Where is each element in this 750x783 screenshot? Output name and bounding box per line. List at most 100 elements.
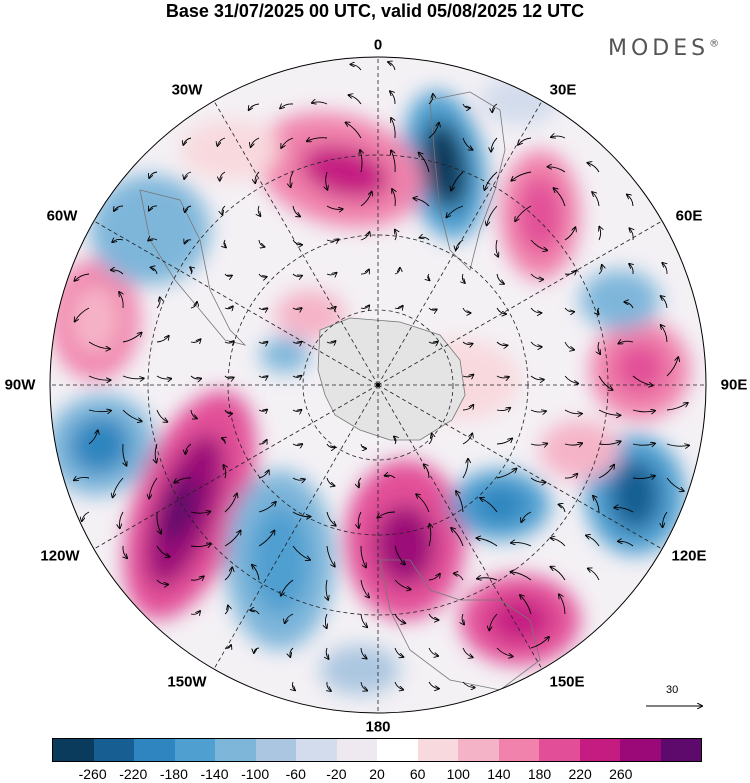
wind-arrow — [185, 205, 192, 212]
wind-arrow — [149, 171, 158, 178]
wind-arrow — [394, 579, 411, 589]
wind-arrow — [394, 613, 405, 623]
wind-arrow — [428, 647, 438, 656]
graticule — [50, 57, 706, 713]
wind-arrow — [183, 137, 192, 145]
wind-arrow — [551, 136, 566, 138]
wind-arrow — [530, 239, 547, 250]
antarctica — [317, 317, 466, 441]
wind-arrow — [120, 511, 124, 528]
wind-arrow — [618, 341, 634, 343]
wind-arrow — [258, 342, 268, 344]
wind-arrow — [515, 205, 532, 221]
colorbar-swatch — [377, 739, 418, 761]
wind-arrow — [224, 306, 233, 308]
wind-arrow — [391, 118, 396, 139]
wind-arrow — [149, 477, 158, 499]
wind-arrow — [224, 273, 232, 276]
wind-arrow — [496, 375, 509, 378]
wind-arrow — [258, 440, 267, 444]
wind-arrow — [156, 579, 168, 584]
wind-arrow — [326, 545, 335, 567]
wind-arrow — [559, 504, 566, 513]
wind-arrow — [74, 477, 90, 480]
anomaly-contour — [435, 141, 461, 189]
wind-arrow — [292, 205, 300, 217]
wind-arrow — [428, 307, 437, 310]
wind-arrow — [428, 681, 439, 689]
wind-arrow — [75, 307, 90, 322]
wind-arrow — [424, 464, 430, 479]
wind-arrow — [456, 491, 464, 513]
wind-arrow — [666, 403, 688, 411]
wind-arrow — [326, 511, 336, 526]
wind-arrow — [480, 498, 498, 513]
wind-arrow — [350, 64, 362, 71]
colorbar-tick-label: 60 — [409, 766, 426, 782]
wind-arrow — [224, 341, 234, 343]
wind-arrow — [487, 205, 498, 225]
colorbar-swatch — [620, 739, 661, 761]
wind-arrow — [123, 443, 127, 466]
wind-arrow — [185, 443, 192, 454]
latitude-circle — [302, 309, 454, 461]
wind-arrow — [119, 292, 123, 309]
wind-arrow — [281, 579, 294, 596]
wind-arrow — [88, 410, 111, 412]
wind-arrow — [496, 438, 512, 445]
wind-arrow — [462, 647, 473, 657]
anomaly-contour — [320, 645, 400, 695]
colorbar-swatch — [458, 739, 499, 761]
wind-arrow — [592, 192, 600, 207]
wind-arrow — [661, 325, 668, 343]
lon-label-60w: 60W — [46, 207, 78, 225]
wind-arrow — [174, 477, 192, 483]
wind-arrow — [326, 171, 328, 190]
meridian-line — [377, 384, 543, 670]
anomaly-contour — [260, 337, 310, 373]
wind-arrow — [462, 459, 468, 479]
australia-coast — [379, 559, 541, 691]
wind-arrow — [151, 267, 158, 275]
colorbar-tick-label: -260 — [78, 766, 107, 782]
wind-arrow — [190, 375, 201, 379]
wind-arrow — [518, 137, 532, 145]
wind-arrow — [123, 545, 127, 558]
wind-arrow — [666, 477, 684, 491]
south-america-coast — [139, 189, 247, 346]
wind-arrow — [548, 167, 566, 173]
colorbar-swatch — [134, 739, 175, 761]
wind-arrow — [598, 465, 614, 479]
lon-label-30e: 30E — [549, 81, 577, 99]
wind-arrow — [462, 273, 465, 283]
wind-arrow — [190, 611, 200, 614]
wind-arrow — [462, 375, 473, 377]
wind-arrow — [224, 409, 232, 414]
lon-label-150e: 150E — [549, 673, 585, 691]
wind-arrow — [666, 444, 689, 446]
wind-arrow — [462, 307, 471, 313]
wind-arrow — [292, 239, 302, 245]
wind-arrow — [564, 375, 578, 384]
wind-arrow — [394, 647, 403, 657]
wind-arrow — [148, 239, 158, 241]
wind-arrow — [326, 579, 328, 600]
wind-arrow — [258, 273, 267, 277]
wind-arrow — [312, 102, 328, 104]
wind-arrow — [598, 409, 620, 415]
colorbar-tick-label: 260 — [609, 766, 633, 782]
lon-label-30w: 30W — [171, 81, 203, 99]
wind-arrow — [593, 496, 600, 513]
wind-arrow — [530, 444, 547, 446]
colorbar — [52, 738, 702, 762]
wind-arrow — [224, 645, 231, 648]
wind-arrow — [220, 171, 226, 181]
wind-arrow — [258, 502, 276, 513]
wind-arrow — [254, 647, 260, 653]
wind-arrow — [113, 477, 124, 497]
wind-arrow — [632, 375, 653, 386]
wind-arrow — [454, 573, 464, 581]
colorbar-tick-label: -180 — [159, 766, 188, 782]
wind-arrow — [281, 137, 294, 148]
wind-arrow — [360, 192, 372, 207]
